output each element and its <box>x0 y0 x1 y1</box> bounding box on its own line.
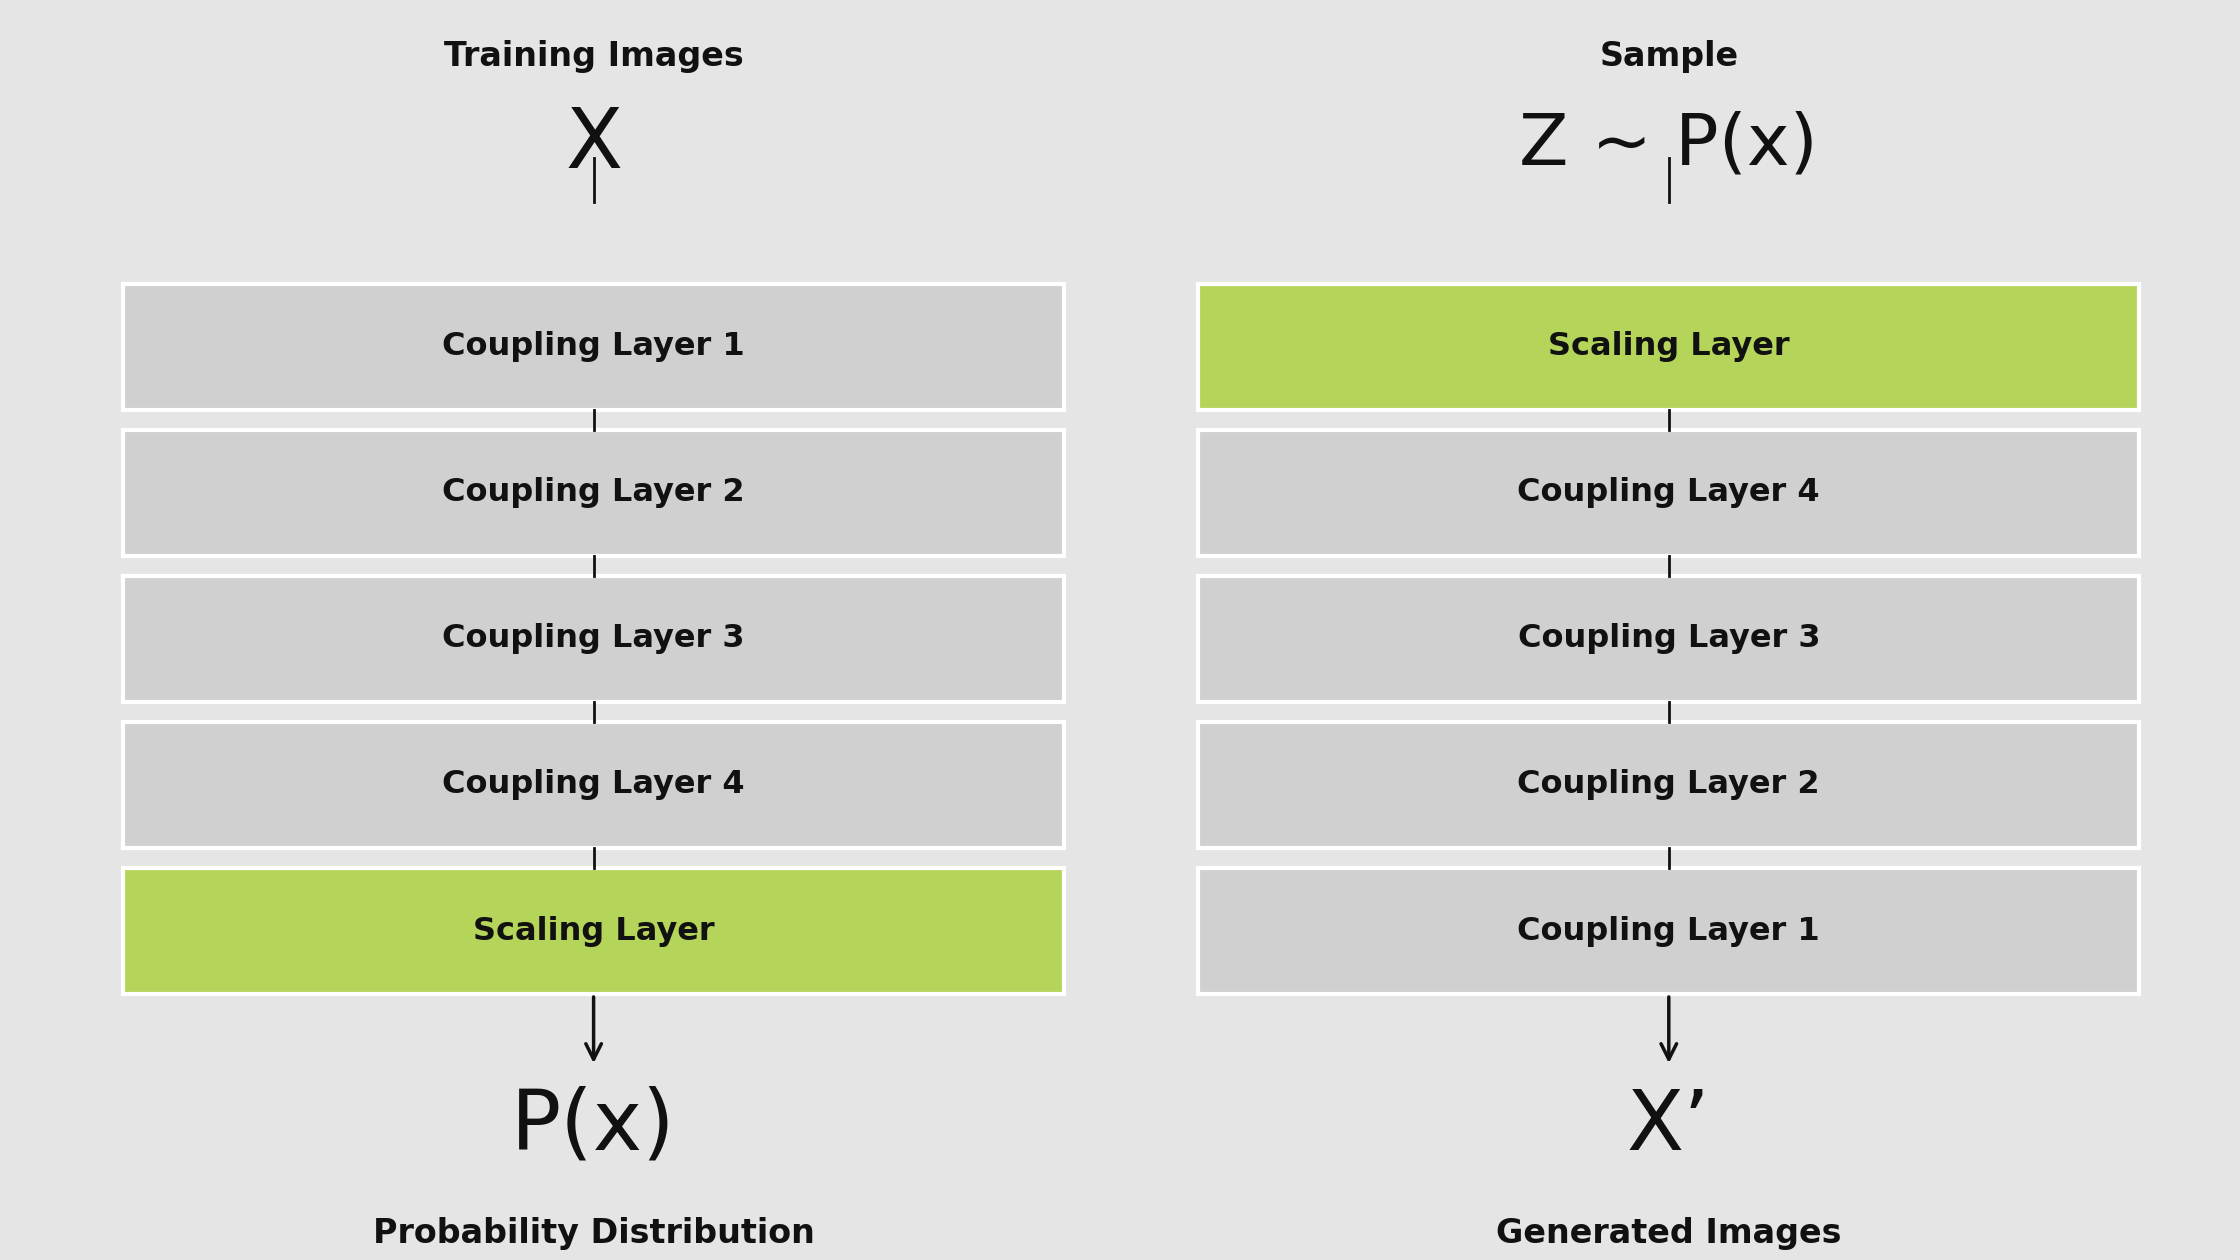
Text: Coupling Layer 3: Coupling Layer 3 <box>441 624 746 654</box>
Text: Sample: Sample <box>1599 40 1738 73</box>
FancyBboxPatch shape <box>123 430 1064 556</box>
Text: Coupling Layer 2: Coupling Layer 2 <box>1516 770 1821 800</box>
Text: Coupling Layer 4: Coupling Layer 4 <box>1516 478 1821 508</box>
Text: X: X <box>564 105 623 185</box>
Text: Z ~ P(x): Z ~ P(x) <box>1519 111 1819 179</box>
FancyBboxPatch shape <box>1198 722 2139 848</box>
FancyBboxPatch shape <box>123 868 1064 994</box>
Text: Coupling Layer 1: Coupling Layer 1 <box>441 331 746 362</box>
Text: X’: X’ <box>1626 1086 1711 1167</box>
Text: Training Images: Training Images <box>444 40 744 73</box>
FancyBboxPatch shape <box>123 722 1064 848</box>
FancyBboxPatch shape <box>1198 430 2139 556</box>
FancyBboxPatch shape <box>1198 576 2139 702</box>
Text: Scaling Layer: Scaling Layer <box>473 916 715 946</box>
Text: Coupling Layer 1: Coupling Layer 1 <box>1516 916 1821 946</box>
Text: Scaling Layer: Scaling Layer <box>1548 331 1790 362</box>
Text: Probability Distribution: Probability Distribution <box>372 1217 815 1250</box>
Text: P(x): P(x) <box>511 1086 676 1167</box>
Text: Coupling Layer 4: Coupling Layer 4 <box>441 770 746 800</box>
FancyBboxPatch shape <box>1198 868 2139 994</box>
FancyBboxPatch shape <box>123 284 1064 410</box>
Text: Coupling Layer 2: Coupling Layer 2 <box>441 478 746 508</box>
Text: Generated Images: Generated Images <box>1496 1217 1841 1250</box>
FancyBboxPatch shape <box>123 576 1064 702</box>
Text: Coupling Layer 3: Coupling Layer 3 <box>1516 624 1821 654</box>
FancyBboxPatch shape <box>1198 284 2139 410</box>
